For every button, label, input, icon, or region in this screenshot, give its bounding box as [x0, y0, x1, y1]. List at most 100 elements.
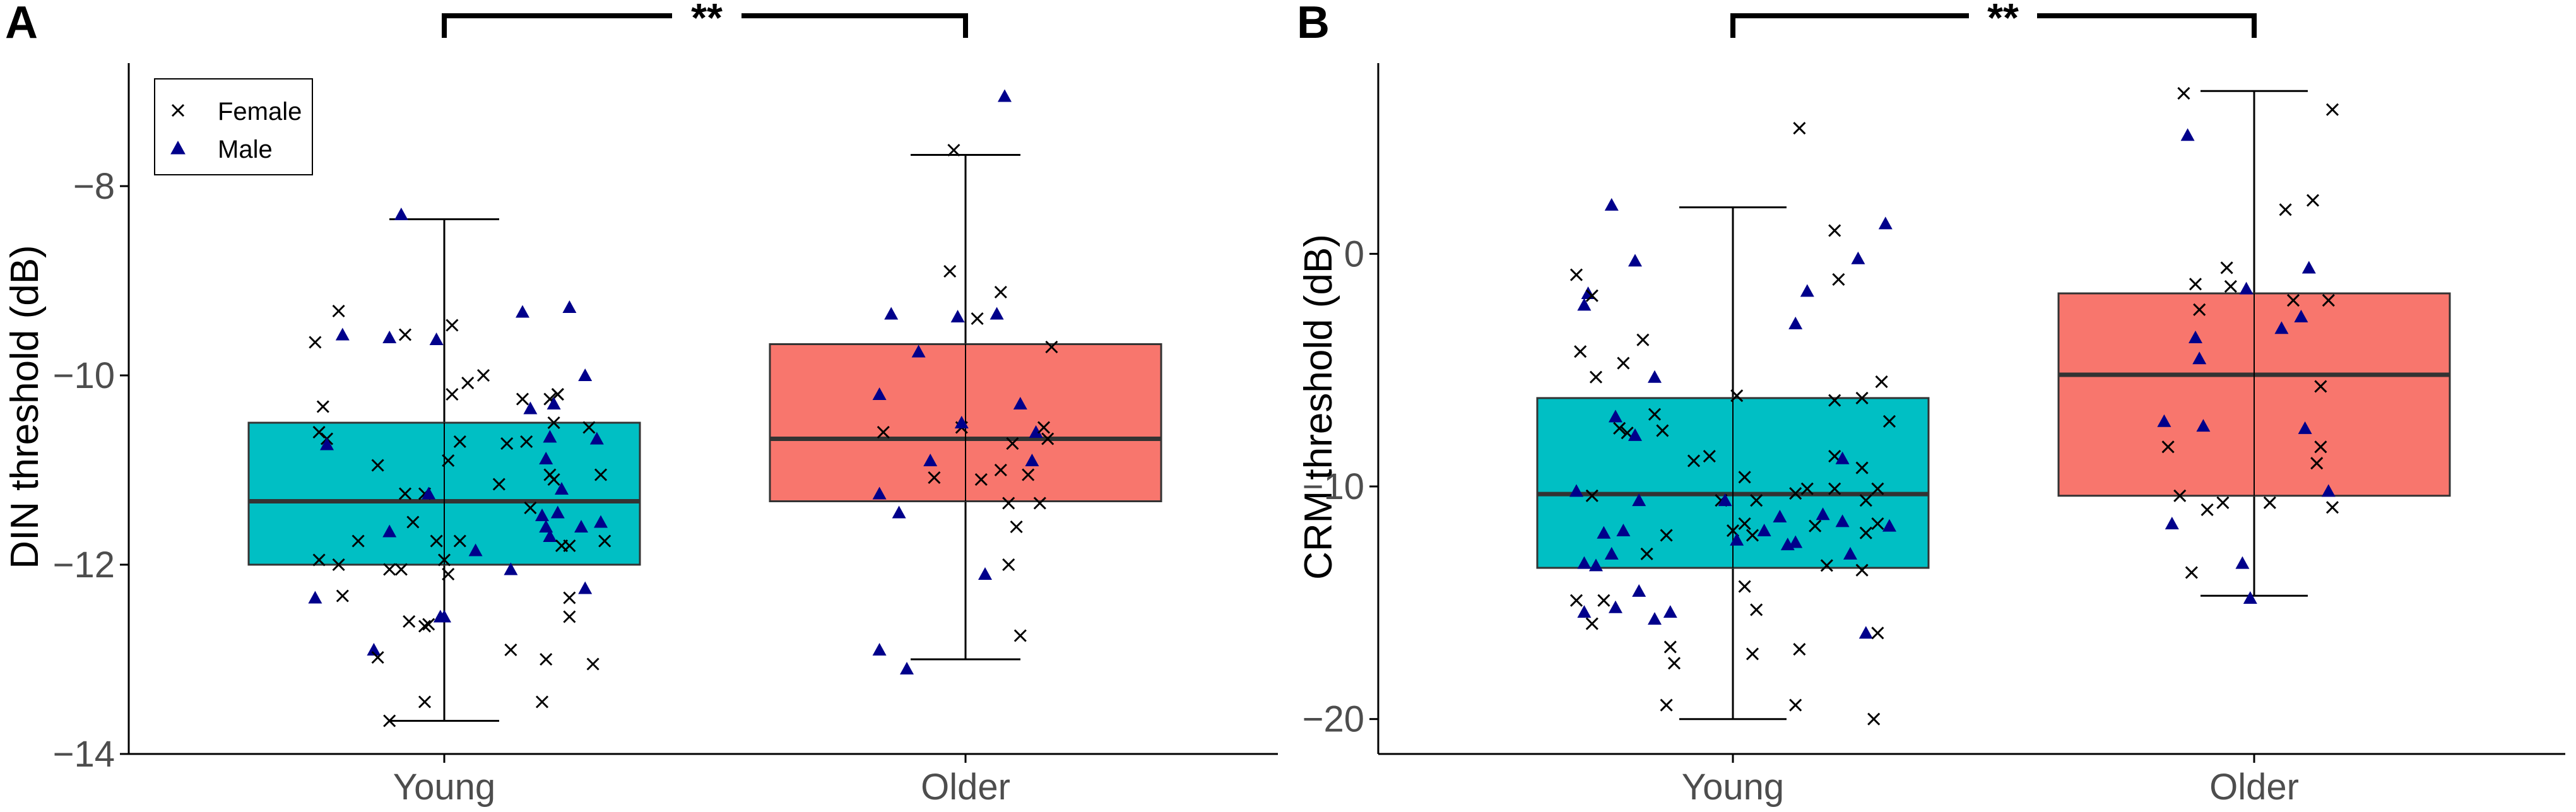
point-female	[1574, 345, 1587, 358]
point-female	[1820, 559, 1833, 572]
significance-label: **	[691, 0, 723, 40]
point-female	[928, 471, 941, 485]
point-male	[1577, 605, 1592, 618]
point-male	[1851, 251, 1865, 264]
point-male	[523, 401, 538, 415]
point-female	[1613, 421, 1626, 435]
point-female	[453, 435, 466, 449]
legend-female-marker	[171, 103, 185, 117]
point-female	[1663, 640, 1677, 654]
point-female	[2286, 294, 2300, 307]
point-male	[1882, 519, 1896, 532]
point-female	[1832, 273, 1845, 286]
point-male	[2294, 309, 2308, 322]
point-female	[1738, 471, 1751, 484]
legend-box	[154, 78, 313, 175]
point-female	[2322, 294, 2335, 307]
point-female	[418, 620, 432, 633]
point-male	[1628, 254, 1642, 267]
point-male	[978, 567, 992, 580]
point-female	[371, 459, 384, 472]
point-male	[1597, 526, 1611, 539]
point-female	[1045, 340, 1058, 354]
legend-male-label: Male	[218, 136, 273, 163]
point-male	[892, 505, 906, 519]
box-older	[769, 154, 1162, 661]
point-female	[1597, 594, 1610, 607]
point-female	[1738, 580, 1751, 593]
point-female	[504, 643, 517, 657]
point-male	[1843, 546, 1857, 560]
point-male	[1858, 626, 1873, 639]
point-male	[1029, 425, 1043, 438]
bracket-left-line	[442, 13, 672, 38]
point-female	[2325, 501, 2339, 514]
point-male	[1628, 428, 1642, 441]
point-male	[872, 643, 887, 656]
point-male	[884, 307, 899, 320]
point-female	[1738, 517, 1751, 531]
y-tick-label: −20	[1303, 699, 1364, 740]
bracket-left-line	[1730, 13, 1969, 38]
point-male	[1577, 556, 1592, 569]
point-female	[540, 652, 553, 666]
point-female	[371, 650, 384, 664]
point-male	[1632, 584, 1646, 597]
point-female	[1793, 643, 1806, 656]
box-young	[1536, 206, 1930, 721]
boxes	[1536, 90, 2451, 721]
y-tick-label: −12	[53, 544, 115, 585]
point-male	[911, 344, 926, 358]
panel-b: B ** CRM threshold (dB) −20 −10 0 Young Old…	[1297, 0, 2565, 808]
point-male	[2165, 517, 2179, 529]
point-male	[594, 515, 608, 528]
point-female	[1750, 603, 1763, 616]
point-female	[2310, 457, 2324, 470]
box-older	[2057, 90, 2451, 597]
point-female	[1855, 461, 1869, 474]
point-male	[2196, 419, 2211, 432]
y-tick-label: −10	[1303, 466, 1364, 507]
point-male	[1800, 284, 1814, 297]
point-female	[332, 304, 345, 318]
point-male	[1718, 493, 1732, 507]
legend: Female Male	[154, 78, 313, 175]
point-female	[2314, 380, 2327, 393]
point-female	[994, 285, 1007, 299]
point-female	[582, 421, 596, 434]
point-male	[382, 524, 397, 538]
point-female	[418, 695, 432, 709]
point-female	[2201, 503, 2214, 516]
point-male	[1648, 370, 1662, 383]
point-female	[1617, 356, 1630, 370]
point-female	[1855, 563, 1869, 577]
x-axis-ticks: Young Older	[1682, 754, 2299, 808]
point-female	[398, 487, 412, 500]
point-female	[524, 501, 537, 515]
point-male	[2235, 556, 2250, 569]
point-male	[539, 520, 553, 533]
point-female	[1006, 437, 1019, 450]
point-male	[504, 562, 518, 575]
x-axis-ticks: Young Older	[393, 754, 1010, 808]
point-female	[442, 454, 455, 468]
point-male	[367, 643, 381, 656]
point-male	[308, 591, 322, 604]
legend-male-marker	[170, 140, 186, 155]
point-female	[383, 563, 396, 576]
point-male	[1835, 514, 1850, 527]
point-female	[1660, 698, 1673, 712]
point-female	[2306, 194, 2320, 207]
point-female	[1636, 333, 1650, 346]
point-male	[578, 368, 593, 381]
point-female	[403, 615, 416, 628]
point-female	[1667, 657, 1681, 670]
point-female	[309, 336, 322, 349]
point-male	[394, 208, 408, 220]
point-male	[562, 300, 577, 313]
point-male	[516, 305, 529, 318]
point-female	[1648, 408, 1662, 421]
legend-female-label: Female	[218, 98, 302, 126]
point-male	[555, 482, 569, 495]
